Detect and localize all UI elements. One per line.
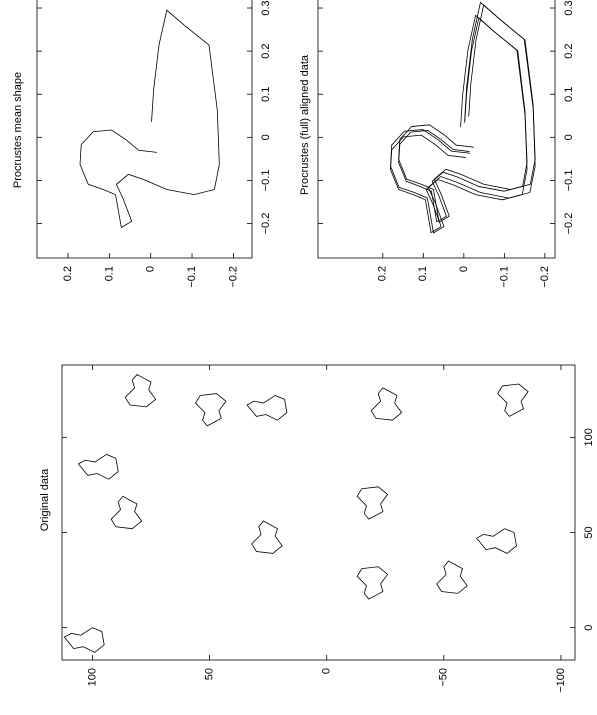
y-tick-label: 50 [203, 668, 215, 680]
shape-line [399, 5, 536, 222]
shape-line [80, 10, 219, 227]
x-tick-label: 0.3 [260, 0, 272, 15]
y-tick-label: −0.2 [539, 266, 551, 288]
plot-area [391, 2, 536, 233]
shape-line [399, 18, 527, 222]
y-tick-label: −100 [555, 668, 567, 693]
shape-outline [498, 384, 528, 416]
shape-outline [111, 496, 141, 528]
y-tick-label: 0 [458, 266, 470, 272]
x-tick-label: −0.2 [563, 213, 575, 235]
shape-outline [78, 454, 118, 479]
plot-frame [37, 0, 252, 258]
x-tick-label: −0.1 [563, 170, 575, 192]
shape-outline [64, 628, 104, 653]
y-tick-label: −0.1 [498, 266, 510, 288]
x-tick-label: 0.2 [563, 43, 575, 58]
x-tick-label: 0 [563, 134, 575, 140]
chart-title: Procrustes mean shape [12, 72, 24, 188]
x-tick-label: 0.3 [563, 0, 575, 15]
y-tick-label: 0 [321, 668, 333, 674]
shape-outline [196, 394, 226, 426]
y-tick-label: 0 [145, 266, 157, 272]
y-tick-label: −0.2 [227, 266, 239, 288]
x-tick-label: −0.1 [260, 170, 272, 192]
shape-outline [357, 487, 387, 519]
shape-outline [477, 529, 517, 554]
plot-frame [62, 365, 575, 660]
y-tick-label: 0.1 [103, 266, 115, 281]
shape-outline [125, 375, 155, 407]
y-tick-label: 100 [86, 668, 98, 686]
chart-title: Original data [39, 468, 51, 531]
shape-line [391, 15, 528, 232]
chart-title: Procrustes (full) aligned data [299, 54, 311, 195]
plot-area [80, 10, 219, 227]
y-tick-label: −0.1 [186, 266, 198, 288]
y-tick-label: −50 [438, 668, 450, 687]
shape-outline [357, 567, 387, 599]
shape-outline [437, 561, 467, 593]
x-tick-label: 100 [583, 428, 595, 446]
x-tick-label: 50 [583, 526, 595, 538]
shape-outline [247, 395, 287, 420]
x-tick-label: −0.2 [260, 213, 272, 235]
x-tick-label: 0 [583, 625, 595, 631]
plot-area [64, 375, 528, 653]
x-tick-label: 0.2 [260, 43, 272, 58]
y-tick-label: 0.2 [62, 266, 74, 281]
shape-line [391, 2, 536, 233]
shape-outline [252, 521, 282, 553]
figure: Procrustes mean shape −0.2 −0.1 0 0.1 0.2 0.3 −… [0, 0, 597, 715]
y-tick-label: 0.2 [377, 266, 389, 281]
x-tick-label: 0 [260, 134, 272, 140]
x-tick-label: 0.1 [260, 87, 272, 102]
y-tick-label: 0.1 [417, 266, 429, 281]
x-tick-label: 0.1 [563, 87, 575, 102]
shape-outline [371, 388, 401, 420]
